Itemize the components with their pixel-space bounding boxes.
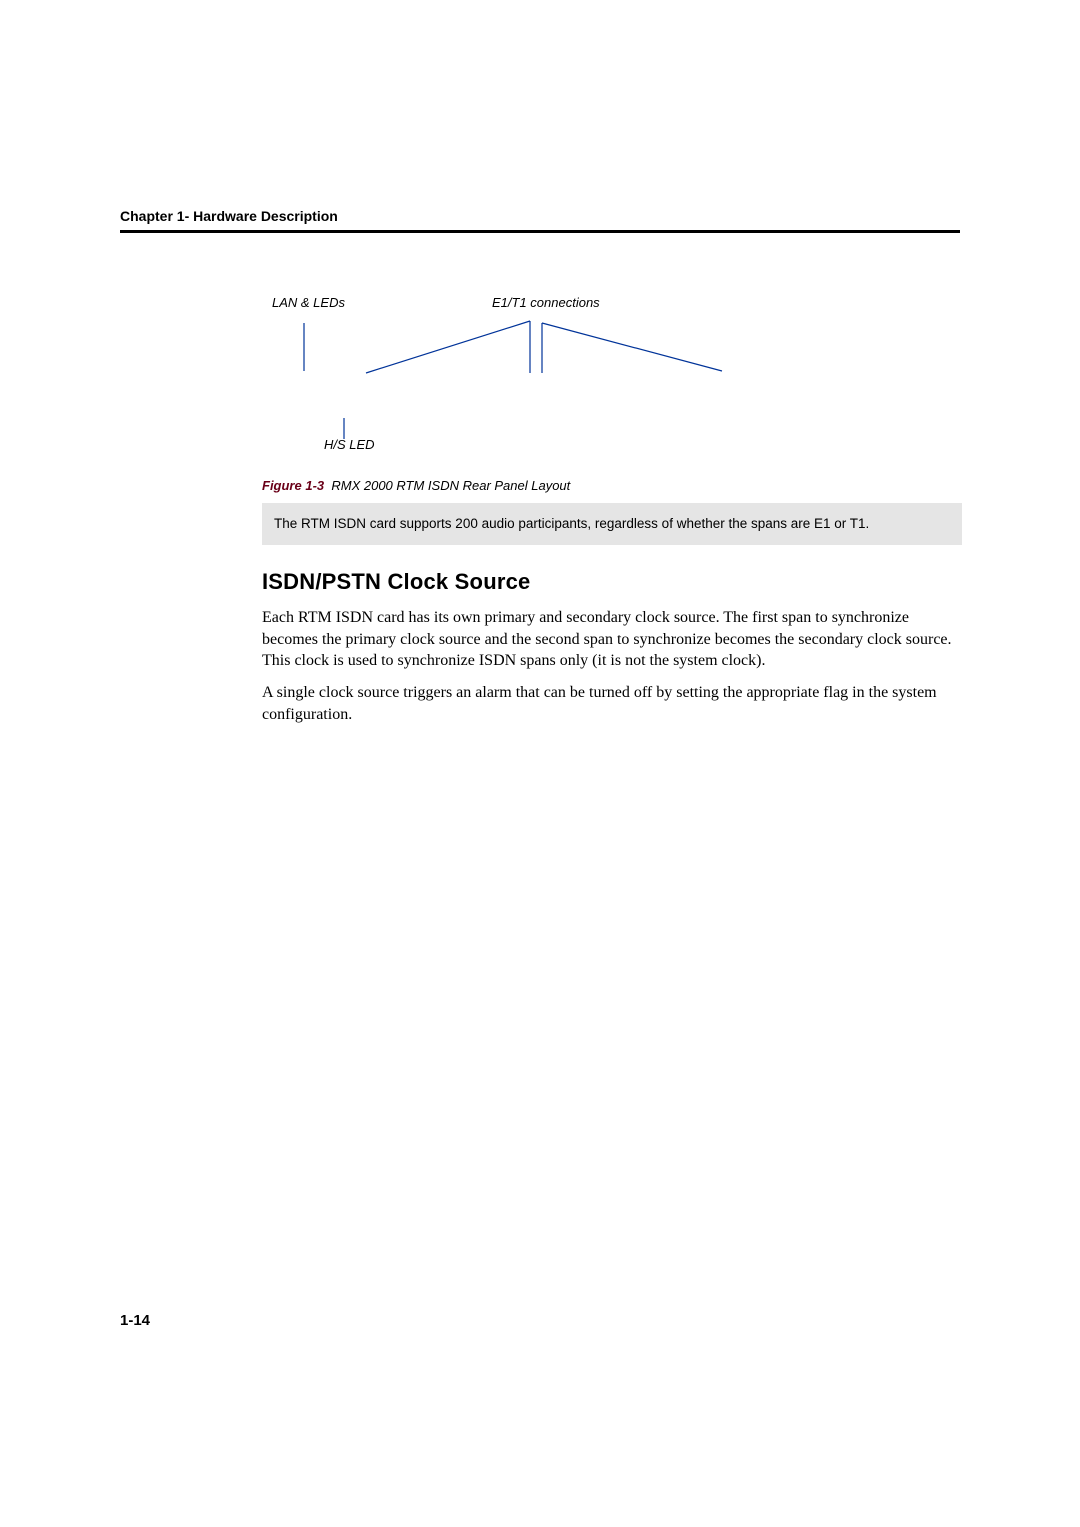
chapter-title: Chapter 1- Hardware Description [120, 208, 960, 224]
header-rule [120, 230, 960, 233]
figure-caption: Figure 1-3 RMX 2000 RTM ISDN Rear Panel … [262, 478, 962, 493]
page: Chapter 1- Hardware Description LAN & LE… [120, 208, 960, 735]
section-heading: ISDN/PSTN Clock Source [262, 569, 962, 595]
figure-lead: Figure 1-3 [262, 478, 324, 493]
body-paragraph-1: Each RTM ISDN card has its own primary a… [262, 607, 962, 672]
figure-title: RMX 2000 RTM ISDN Rear Panel Layout [331, 478, 570, 493]
label-lan-leds: LAN & LEDs [272, 295, 345, 310]
rear-panel-diagram: LAN & LEDs E1/T1 connections H/S LED [262, 293, 962, 473]
label-hs-led: H/S LED [324, 437, 375, 452]
content-column: LAN & LEDs E1/T1 connections H/S LED Fig… [262, 293, 962, 725]
body-paragraph-2: A single clock source triggers an alarm … [262, 682, 962, 725]
page-number: 1-14 [120, 1312, 150, 1329]
note-box: The RTM ISDN card supports 200 audio par… [262, 503, 962, 545]
label-e1-t1: E1/T1 connections [492, 295, 600, 310]
